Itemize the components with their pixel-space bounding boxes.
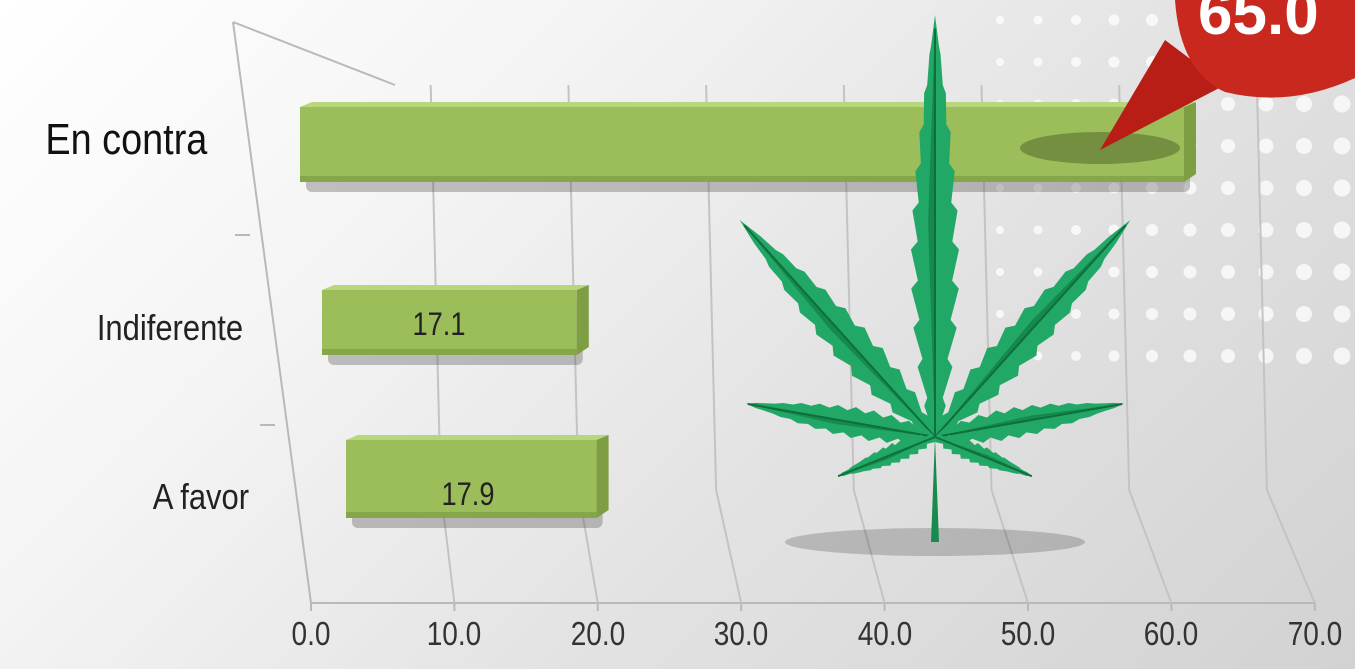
back-wall-edge bbox=[232, 21, 396, 86]
callout-shadow bbox=[1020, 132, 1180, 164]
x-tick-label: 40.0 bbox=[857, 615, 912, 652]
category-label-indiferente: Indiferente bbox=[96, 307, 243, 348]
callout-bubble bbox=[1100, 0, 1355, 150]
cannabis-leaf-icon bbox=[734, 7, 1136, 556]
bars bbox=[300, 102, 1196, 528]
gridline bbox=[980, 84, 1029, 604]
bar-value-label-indiferente: 17.1 bbox=[412, 306, 466, 342]
bar-value-label-a-favor: 17.9 bbox=[441, 476, 495, 512]
gridline bbox=[1118, 84, 1173, 604]
gridline bbox=[705, 84, 743, 604]
x-tick-label: 60.0 bbox=[1144, 615, 1199, 652]
x-tick-label: 0.0 bbox=[291, 615, 331, 652]
category-label-en-contra: En contra bbox=[45, 115, 207, 164]
x-tick-label: 10.0 bbox=[427, 615, 482, 652]
x-tick-label: 50.0 bbox=[1000, 615, 1056, 652]
gridline bbox=[1255, 84, 1316, 604]
x-tick-label: 70.0 bbox=[1287, 615, 1343, 652]
bar-en-contra bbox=[300, 102, 1196, 192]
bar-indiferente bbox=[322, 285, 589, 365]
x-tick-label: 20.0 bbox=[570, 615, 626, 652]
gridline bbox=[842, 84, 886, 604]
category-label-a-favor: A favor bbox=[152, 476, 249, 517]
bar-a-favor bbox=[346, 435, 609, 528]
x-tick-label: 30.0 bbox=[713, 615, 769, 652]
callout-value-label: 65.0 bbox=[1198, 0, 1319, 48]
